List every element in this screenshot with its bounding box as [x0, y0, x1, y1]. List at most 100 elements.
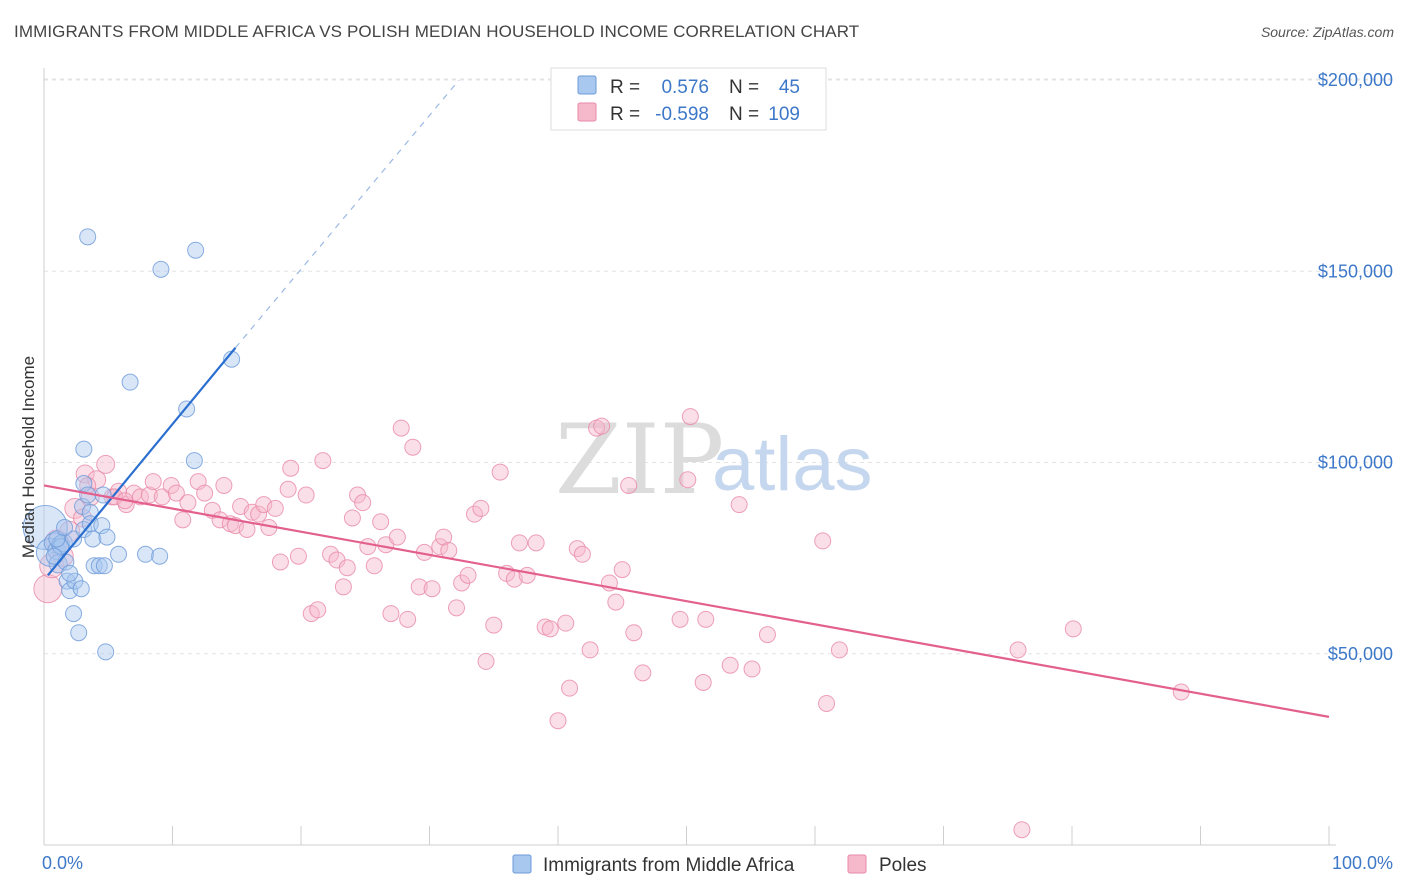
scatter-point: [459, 566, 477, 584]
scatter-point: [721, 656, 739, 674]
legend-r-label-2: R =: [610, 104, 640, 125]
scatter-point: [549, 712, 567, 730]
trend-line-middle-africa: [47, 347, 237, 577]
y-tick-label: $50,000: [1328, 644, 1393, 664]
scatter-point: [185, 452, 203, 470]
scatter-point: [541, 620, 559, 638]
scatter-point: [61, 564, 79, 582]
scatter-point: [557, 614, 575, 632]
legend-n-label-1: N =: [729, 77, 759, 98]
scatter-point: [72, 580, 90, 598]
scatter-point: [814, 532, 832, 550]
scatter-point: [485, 616, 503, 634]
scatter-point: [697, 610, 715, 628]
y-tick-label: $100,000: [1318, 453, 1393, 473]
scatter-point: [98, 528, 116, 546]
scatter-point: [343, 509, 361, 527]
scatter-point: [187, 241, 205, 259]
scatter-point: [152, 260, 170, 278]
scatter-point: [681, 408, 699, 426]
bottom-legend-swatch-poles: [847, 854, 867, 874]
scatter-point: [423, 580, 441, 598]
legend-swatch-middle-africa: [577, 75, 597, 95]
scatter-point: [382, 605, 400, 623]
scatter-point: [354, 494, 372, 512]
legend-n-value-2: 109: [768, 104, 800, 125]
x-tick-label-max: 100.0%: [1332, 853, 1393, 873]
grid-lines: [44, 78, 1396, 655]
scatter-point: [679, 471, 697, 489]
scatter-point: [322, 545, 340, 563]
legend-n-value-1: 45: [779, 77, 800, 98]
legend-swatch-poles: [577, 102, 597, 122]
scatter-point: [518, 566, 536, 584]
scatter-point: [33, 574, 63, 604]
scatter-point: [90, 557, 108, 575]
scatter-point: [314, 452, 332, 470]
scatter-point: [1064, 620, 1082, 638]
scatter-point: [581, 641, 599, 659]
scatter-point: [440, 541, 458, 559]
scatter-point: [96, 454, 116, 474]
scatter-point: [388, 528, 406, 546]
scatter-point: [607, 593, 625, 611]
scatter-point: [372, 513, 390, 531]
scatter-point: [830, 641, 848, 659]
bottom-legend-label-middle-africa: Immigrants from Middle Africa: [543, 855, 795, 876]
scatter-point: [79, 228, 97, 246]
scatter-point: [140, 486, 158, 504]
scatter-point: [573, 545, 591, 563]
scatter-point: [671, 610, 689, 628]
y-tick-labels: $50,000 $100,000 $150,000 $200,000: [1318, 70, 1393, 664]
bottom-legend-swatch-middle-africa: [512, 854, 532, 874]
scatter-point: [447, 599, 465, 617]
legend-bottom: Immigrants from Middle Africa Poles: [512, 854, 927, 876]
scatter-point: [85, 557, 103, 575]
scatter-point: [527, 534, 545, 552]
scatter-point: [818, 694, 836, 712]
scatter-point: [491, 463, 509, 481]
axes: [43, 68, 1336, 846]
scatter-point: [613, 561, 631, 579]
scatter-point: [359, 538, 377, 556]
scatter-point: [297, 486, 315, 504]
scatter-point: [1009, 641, 1027, 659]
scatter-point: [309, 601, 327, 619]
scatter-point: [137, 545, 155, 563]
trend-line-poles: [43, 484, 1330, 718]
scatter-point: [472, 499, 490, 517]
scatter-point: [271, 553, 289, 571]
scatter-point: [477, 652, 495, 670]
scatter-point: [694, 673, 712, 691]
scatter-point: [266, 499, 284, 517]
legend-top: R = 0.576 N = 45 R = -0.598 N = 109: [550, 67, 827, 131]
scatter-point: [144, 473, 162, 491]
scatter-point: [121, 373, 139, 391]
bottom-legend-label-poles: Poles: [879, 855, 927, 876]
scatter-point: [97, 643, 115, 661]
scatter-point: [334, 578, 352, 596]
scatter-point: [399, 610, 417, 628]
data-points: [22, 228, 1190, 839]
scatter-point: [634, 664, 652, 682]
scatter-point: [179, 494, 197, 512]
scatter-point: [620, 476, 638, 494]
scatter-point: [1013, 821, 1031, 839]
scatter-point: [70, 624, 88, 642]
trend-lines: [43, 79, 1330, 718]
scatter-point: [151, 547, 169, 565]
scatter-point: [215, 476, 233, 494]
scatter-point: [758, 626, 776, 644]
watermark-atlas: atlas: [712, 422, 873, 507]
scatter-point: [435, 528, 453, 546]
scatter-point: [167, 484, 185, 502]
scatter-point: [196, 484, 214, 502]
scatter-point: [431, 538, 449, 556]
scatter-point: [153, 488, 171, 506]
scatter-point: [75, 440, 93, 458]
scatter-point: [110, 545, 128, 563]
scatter-point: [404, 438, 422, 456]
scatter-point: [65, 605, 83, 623]
scatter-point: [84, 530, 102, 548]
legend-r-value-2: -0.598: [655, 104, 709, 125]
